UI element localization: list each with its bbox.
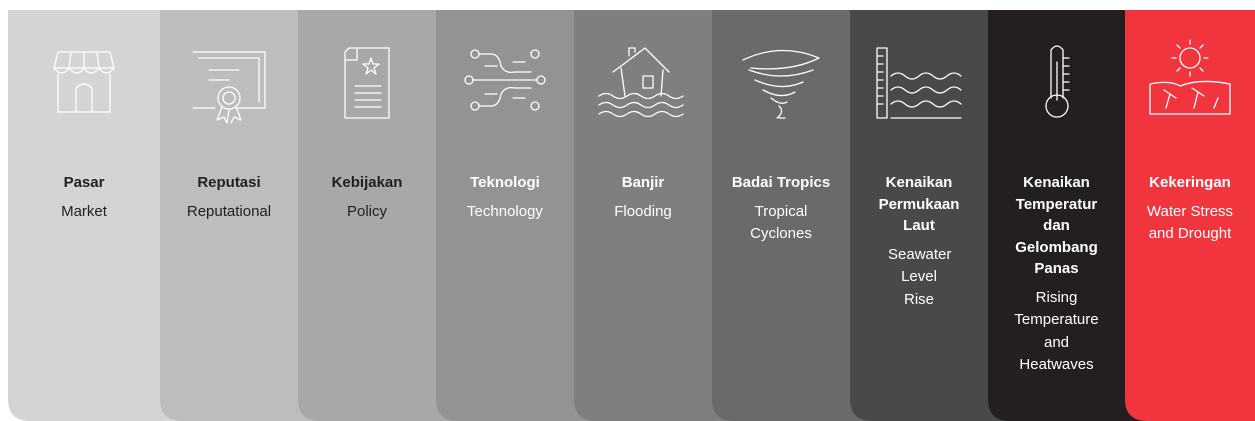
column-subtitle: Market — [61, 202, 107, 220]
icon-technology — [464, 49, 546, 111]
icons — [53, 39, 1231, 124]
column-subtitle: Tropical Cyclones — [750, 202, 812, 243]
column-text: Pasar Market — [8, 172, 160, 223]
column-title: Kekeringan — [1149, 174, 1231, 191]
column-subtitle: Policy — [346, 202, 387, 220]
column-subtitle: Technology — [467, 202, 543, 220]
icon-sea-level — [876, 47, 962, 119]
column-subtitle: Water Stress and Drought — [1146, 202, 1234, 243]
column-text: Reputasi Reputational — [160, 172, 298, 223]
icon-flooding — [598, 47, 684, 118]
column-text: Kenaikan Temperatur dan Gelombang Panas R… — [988, 172, 1125, 377]
column-title: Badai Tropics — [731, 174, 831, 191]
column-title: Kenaikan Temperatur dan Gelombang Panas — [1015, 174, 1098, 277]
icon-reputational — [192, 51, 266, 124]
icon-market — [53, 51, 115, 113]
column-title: Reputasi — [197, 174, 261, 191]
column-title: Teknologi — [470, 174, 540, 191]
icon-policy — [344, 47, 390, 119]
column-subtitle: Flooding — [614, 202, 672, 220]
column-title: Banjir — [621, 174, 665, 191]
column-title: Kenaikan Permukaan Laut — [878, 174, 960, 234]
icon-drought — [1149, 39, 1231, 115]
icon-cyclones — [742, 49, 820, 119]
column-bg — [1125, 10, 1255, 421]
icon-temperature — [1045, 45, 1070, 118]
column-subtitle: Seawater Level Rise — [888, 245, 952, 308]
column-title: Pasar — [63, 174, 105, 191]
column-text: Kenaikan Permukaan Laut Seawater Level Ri… — [850, 172, 988, 311]
column-title: Kebijakan — [331, 174, 403, 191]
column-text: Teknologi Technology — [436, 172, 574, 223]
column-subtitle: Rising Temperature and Heatwaves — [1014, 288, 1099, 374]
column-text: Banjir Flooding — [574, 172, 712, 223]
column-text: Kekeringan Water Stress and Drought — [1125, 172, 1255, 246]
column-text: Kebijakan Policy — [298, 172, 436, 223]
column-subtitle: Reputational — [186, 202, 272, 220]
column-text: Badai Tropics Tropical Cyclones — [712, 172, 850, 246]
